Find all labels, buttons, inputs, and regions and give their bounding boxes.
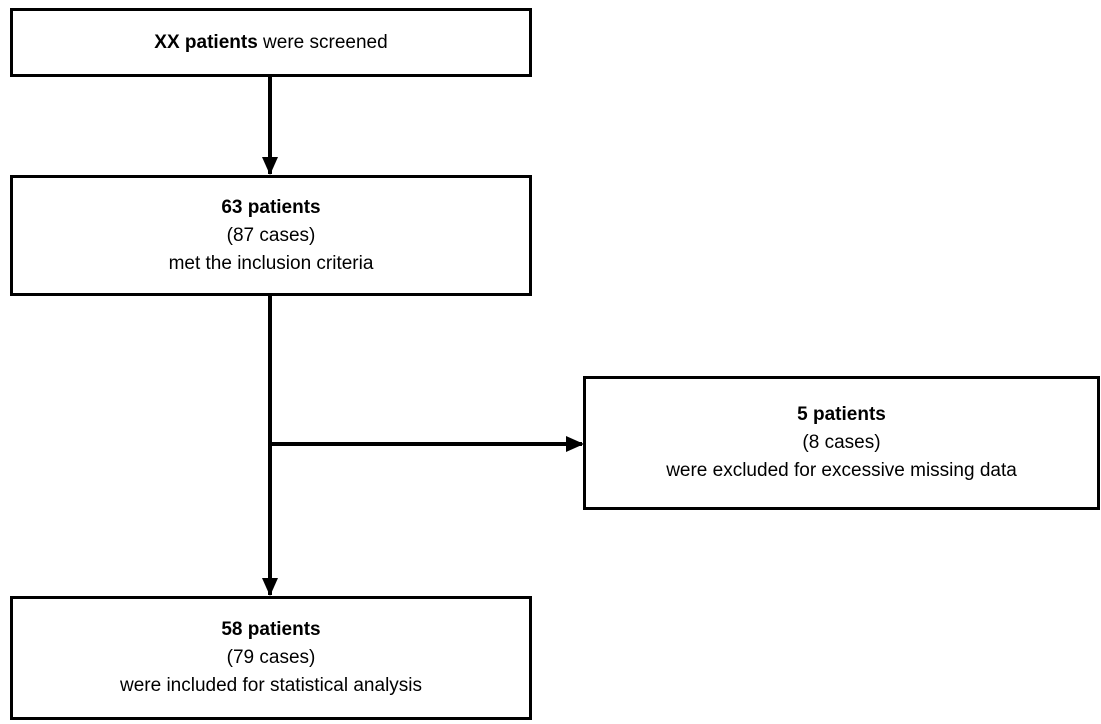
analyzed-box: 58 patients (79 cases) were included for… [10,596,532,720]
analyzed-count: 58 patients [221,619,321,640]
eligible-cases: (87 cases) [226,224,316,246]
arrowhead-eligible [262,157,278,175]
arrowhead-excluded [566,436,584,452]
screened-text: XX patients were screened [154,29,387,57]
arrowhead-analyzed [262,578,278,596]
excluded-box: 5 patients (8 cases) were excluded for e… [583,376,1100,510]
excluded-cases: (8 cases) [802,432,881,453]
analyzed-cases: (79 cases) [226,647,316,668]
analyzed-note: were included for statistical analysis [119,675,423,696]
eligible-note: met the inclusion criteria [168,252,374,274]
excluded-note: were excluded for excessive missing data [666,460,1017,481]
screened-label: were screened [257,31,388,53]
excluded-count: 5 patients [797,404,886,425]
screened-box: XX patients were screened [10,8,532,77]
eligible-box: 63 patients (87 cases) met the inclusion… [10,175,532,296]
eligible-count: 63 patients [221,196,321,218]
screened-count: XX patients [154,31,258,53]
